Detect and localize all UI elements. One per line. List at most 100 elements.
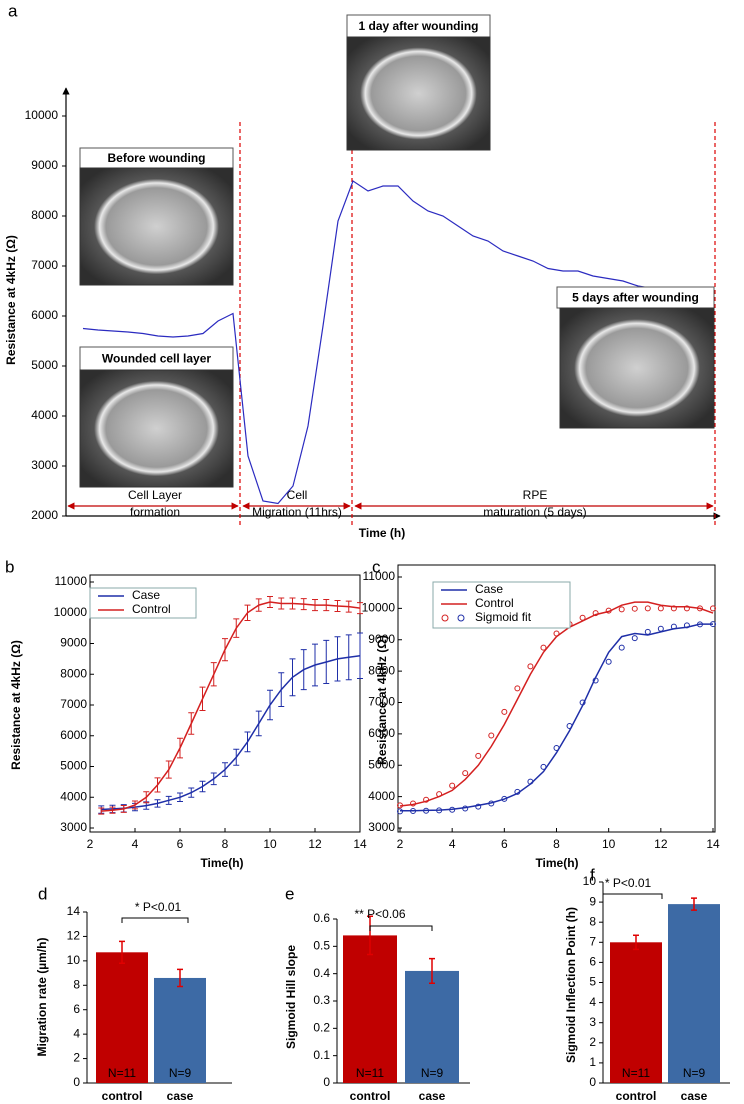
fit-point — [514, 788, 521, 795]
significance-bracket — [121, 917, 189, 923]
y-tick-label: 6000 — [368, 726, 395, 740]
error-bar — [345, 634, 352, 681]
n-label: N=9 — [683, 1066, 706, 1080]
legend-label: Control — [132, 602, 171, 616]
bar — [610, 942, 662, 1083]
y-tick-label: 0 — [589, 1075, 596, 1089]
error-bar — [289, 658, 296, 697]
error-bar — [222, 638, 228, 662]
y-tick-label: 8 — [73, 977, 80, 991]
micrograph — [79, 167, 234, 286]
error-bar — [312, 599, 318, 612]
error-bar — [119, 940, 125, 965]
image-title: Wounded cell layer — [102, 352, 211, 366]
error-bar — [233, 748, 240, 766]
fit-point — [592, 677, 599, 684]
error-bar — [300, 598, 307, 611]
error-bar — [244, 731, 251, 753]
fit-point — [553, 630, 560, 637]
y-tick-label: 3000 — [368, 820, 395, 834]
fit-point — [644, 628, 651, 635]
x-tick-label: 10 — [263, 837, 277, 851]
x-tick-label: 12 — [308, 837, 322, 851]
fit-point — [683, 605, 690, 612]
y-tick-label: 7000 — [31, 258, 58, 272]
fit-point — [475, 752, 482, 759]
micrograph — [79, 369, 234, 488]
n-label: N=11 — [108, 1066, 136, 1080]
y-tick-label: 4 — [73, 1026, 80, 1040]
fit-point — [410, 800, 417, 807]
y-tick-label: 5000 — [368, 757, 395, 771]
error-bar — [312, 643, 318, 687]
significance-label: * P<0.01 — [135, 900, 182, 914]
y-tick-label: 8 — [589, 914, 596, 928]
error-bar — [177, 737, 183, 759]
y-tick-label: 9000 — [368, 632, 395, 646]
bar — [668, 904, 720, 1083]
significance-bracket — [369, 925, 433, 931]
fit-point — [527, 663, 534, 670]
phase-label: Migration (11hrs) — [252, 505, 342, 519]
bar — [343, 935, 397, 1083]
y-tick-label: 5000 — [31, 358, 58, 372]
fit-point — [540, 763, 547, 770]
error-bar — [300, 649, 307, 691]
fit-point — [618, 644, 625, 651]
error-bar — [244, 604, 251, 621]
legend-label: Control — [475, 596, 514, 610]
panel-letter: e — [285, 884, 294, 903]
fit-point — [605, 607, 612, 614]
significance-bracket — [602, 893, 663, 899]
fit-point — [605, 658, 612, 665]
fit-point — [527, 778, 534, 785]
error-bar — [199, 780, 206, 793]
y-axis-label: Sigmoid Inflection Point (h) — [564, 907, 578, 1063]
x-tick-label: 8 — [222, 837, 229, 851]
phase-label: maturation (5 days) — [483, 505, 586, 519]
error-bar — [429, 957, 435, 984]
y-tick-label: 0 — [73, 1075, 80, 1089]
error-bar — [177, 968, 183, 988]
fit-point — [631, 605, 638, 612]
error-bar — [267, 689, 273, 721]
error-bar — [367, 915, 373, 956]
error-bar — [345, 600, 352, 613]
legend-swatch — [441, 614, 449, 622]
y-tick-label: 9000 — [31, 158, 58, 172]
fit-point — [397, 808, 403, 815]
y-tick-label: 2000 — [31, 508, 58, 522]
error-bar — [199, 686, 206, 712]
fit-point — [657, 625, 664, 632]
y-tick-label: 0.2 — [313, 1021, 330, 1035]
x-tick-label: control — [350, 1089, 391, 1103]
y-tick-label: 4000 — [60, 789, 87, 803]
y-tick-label: 6 — [589, 955, 596, 969]
series-line — [101, 655, 361, 811]
legend-swatch — [457, 614, 465, 622]
y-axis-label: Resistance at 4kHz (Ω) — [4, 235, 18, 365]
y-tick-label: 4 — [589, 995, 596, 1009]
x-tick-label: 14 — [706, 837, 720, 851]
y-tick-label: 5 — [589, 975, 596, 989]
y-tick-label: 6000 — [31, 308, 58, 322]
x-axis-label: Time(h) — [200, 856, 243, 870]
significance-label: ** P<0.06 — [354, 907, 405, 921]
fit-point — [579, 614, 586, 621]
legend-label: Sigmoid fit — [475, 610, 532, 624]
series-line — [399, 601, 714, 807]
y-tick-label: 7000 — [368, 695, 395, 709]
error-bar — [357, 602, 363, 615]
panel-letter: a — [8, 1, 18, 20]
micrograph — [346, 36, 491, 151]
y-tick-label: 10000 — [362, 601, 396, 615]
y-tick-label: 10000 — [25, 108, 59, 122]
n-label: N=9 — [169, 1066, 192, 1080]
x-tick-label: case — [167, 1089, 194, 1103]
fit-point — [488, 800, 495, 807]
fit-point — [657, 605, 664, 612]
fit-point — [410, 808, 417, 815]
y-tick-label: 12 — [67, 929, 81, 943]
n-label: N=11 — [356, 1066, 384, 1080]
y-tick-label: 6 — [73, 1002, 80, 1016]
